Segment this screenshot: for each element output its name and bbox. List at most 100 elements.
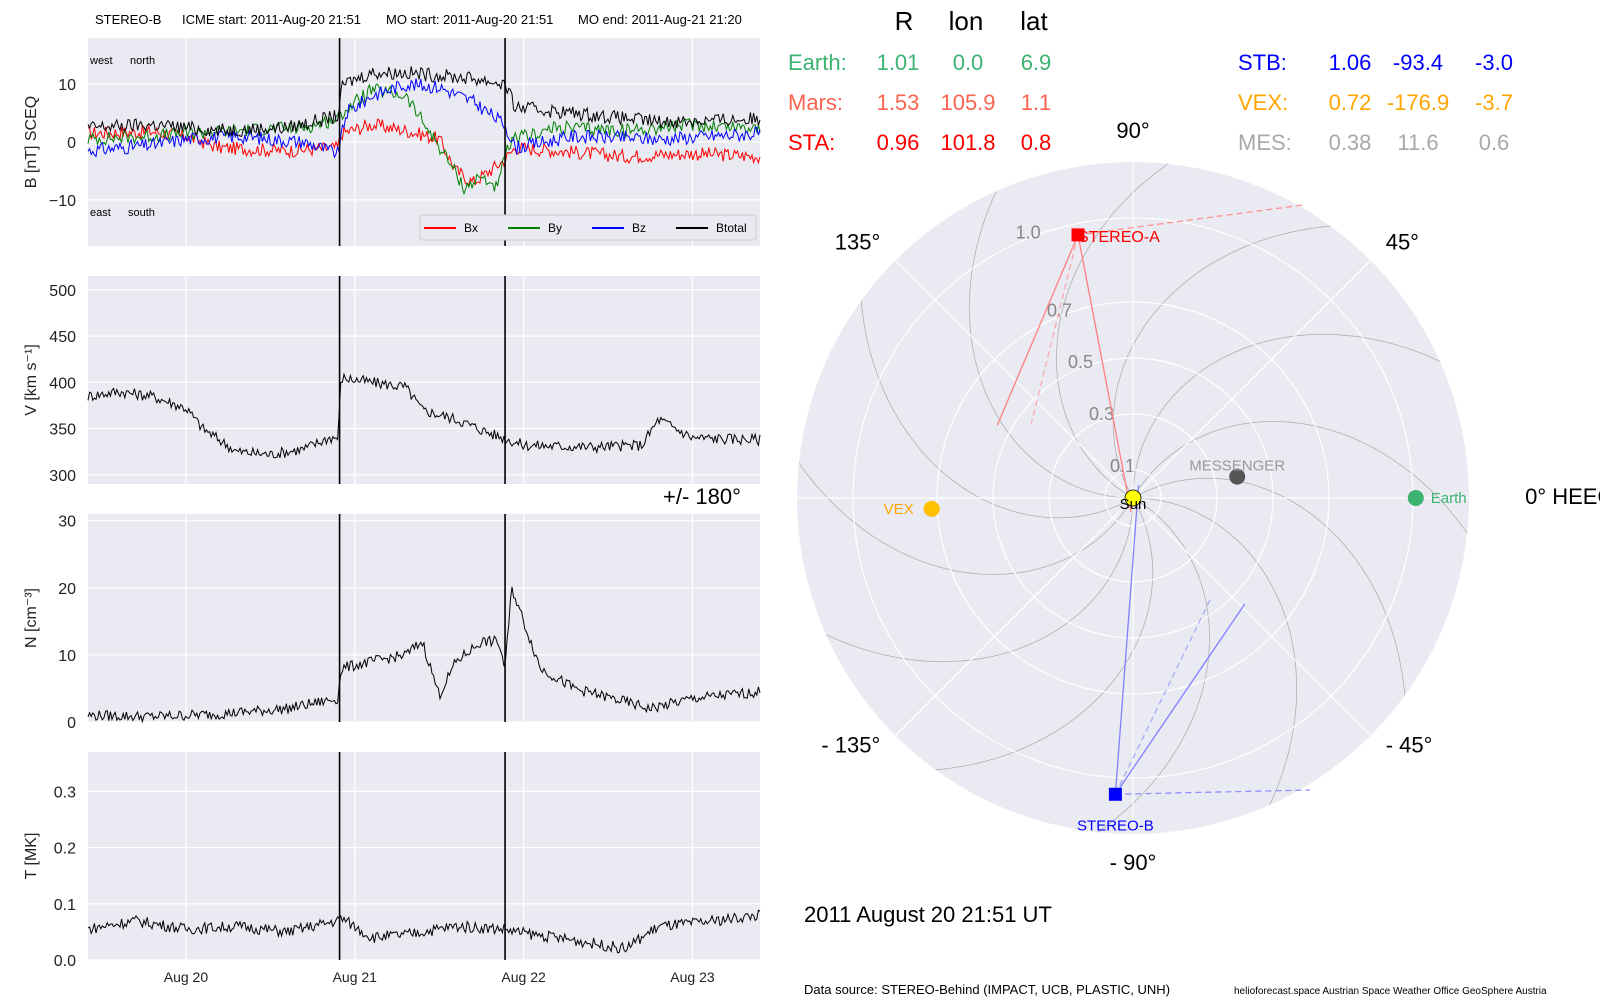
marker-stereo-b (1108, 787, 1122, 801)
angular-gridline (894, 497, 1134, 737)
fov-line-stereo-a-outer (1077, 204, 1304, 236)
corner-label-east: east (90, 207, 111, 219)
y-tick-label: 500 (49, 283, 76, 300)
table-cell-lon: 105.9 (940, 90, 995, 115)
x-tick-label: Aug 22 (501, 969, 546, 985)
table-label: STB: (1238, 50, 1287, 75)
angle-label: - 90° (1110, 850, 1157, 875)
corner-label-south: south (128, 207, 155, 219)
table-label: STA: (788, 130, 835, 155)
y-axis-label: N [cm⁻³] (23, 588, 40, 648)
footer-credits: helioforecast.space Austrian Space Weath… (1234, 986, 1547, 997)
fov-line-stereo-a (996, 234, 1079, 426)
angle-label: 90° (1116, 118, 1149, 143)
angle-label: - 45° (1386, 733, 1433, 758)
legend-box (419, 214, 757, 241)
table-cell-lat: -3.0 (1475, 50, 1513, 75)
point-label-stereo-b: STEREO-B (1077, 817, 1154, 834)
table-cell-lon: 0.0 (953, 50, 984, 75)
angular-gridline (1132, 497, 1372, 737)
panel-background (88, 514, 760, 722)
table-header-lat: lat (1020, 6, 1048, 36)
fov-line-stereo-a (1030, 234, 1079, 424)
y-tick-label: 0.0 (54, 953, 76, 970)
angle-label: +/- 180° (663, 484, 741, 509)
table-cell-lat: 1.1 (1021, 90, 1052, 115)
legend-label-Btotal: Btotal (716, 221, 747, 235)
table-cell-lon: -93.4 (1393, 50, 1443, 75)
point-label-stereo-a: STEREO-A (1078, 229, 1160, 246)
y-tick-label: 20 (58, 581, 76, 598)
y-tick-label: 450 (49, 329, 76, 346)
point-label-vex: VEX (884, 501, 914, 518)
y-tick-label: 30 (58, 514, 76, 531)
series-line-T (87, 909, 761, 954)
y-tick-label: 0.3 (54, 784, 76, 801)
parker-spiral-line (1056, 162, 1206, 499)
parker-spiral-line (1060, 497, 1210, 834)
point-label-messenger: MESSENGER (1189, 458, 1285, 475)
table-cell-r: 1.06 (1329, 50, 1372, 75)
x-tick-label: Aug 21 (333, 969, 378, 985)
y-tick-label: 350 (49, 422, 76, 439)
table-cell-lat: 6.9 (1021, 50, 1052, 75)
table-header-R: R (895, 6, 914, 36)
header-mo-start: MO start: 2011-Aug-20 21:51 (386, 12, 553, 27)
y-axis-label: T [MK] (23, 833, 40, 880)
angle-label: 135° (835, 229, 881, 254)
marker-messenger (1229, 468, 1246, 485)
table-label: Earth: (788, 50, 847, 75)
parker-spiral-line (797, 497, 1134, 663)
corner-label-west: west (89, 55, 113, 67)
series-line-V (87, 372, 761, 459)
table-cell-lat: 0.6 (1479, 130, 1510, 155)
panel-background (88, 276, 760, 484)
header-icme-start: ICME start: 2011-Aug-20 21:51 (182, 12, 361, 27)
angle-label: 0° HEEQ (1525, 484, 1600, 509)
fov-line-stereo-b (1114, 596, 1213, 795)
marker-stereo-a (1071, 228, 1085, 242)
panel-background (88, 752, 760, 960)
y-tick-label: 0 (67, 715, 76, 732)
point-label-earth: Earth (1431, 490, 1467, 507)
table-cell-lat: -3.7 (1475, 90, 1513, 115)
table-cell-lat: 0.8 (1021, 130, 1052, 155)
fov-line-stereo-b-outer (1115, 789, 1311, 795)
y-tick-label: 10 (58, 77, 76, 94)
legend-label-Bz: Bz (632, 221, 646, 235)
table-cell-r: 1.01 (877, 50, 920, 75)
parker-spiral-line (891, 497, 1154, 772)
marker-sun (1124, 489, 1142, 507)
y-axis-label: B [nT] SCEQ (23, 96, 40, 188)
series-line-Btotal (87, 66, 761, 138)
angle-label: 45° (1386, 229, 1419, 254)
parker-spiral-line (1132, 333, 1469, 499)
y-axis-label: V [km s⁻¹] (23, 344, 40, 416)
parker-spiral-line (1132, 497, 1298, 834)
y-tick-label: 0 (67, 135, 76, 152)
y-tick-label: −10 (49, 193, 76, 210)
parker-spiral-line (797, 425, 1134, 575)
polar-plot: 0.10.30.50.71.00° HEEQ45°90°135°+/- 180°… (663, 118, 1600, 875)
y-tick-label: 0.1 (54, 897, 76, 914)
legend-label-By: By (548, 221, 562, 235)
x-tick-label: Aug 23 (670, 969, 715, 985)
table-label: VEX: (1238, 90, 1288, 115)
table-cell-r: 1.53 (877, 90, 920, 115)
table-label: MES: (1238, 130, 1292, 155)
corner-label-north: north (130, 55, 155, 67)
parker-spiral-line (859, 256, 1134, 519)
y-tick-label: 300 (49, 468, 76, 485)
radial-tick-label: 1.0 (1016, 222, 1041, 242)
parker-spiral-line (1132, 477, 1407, 740)
series-line-N (87, 586, 761, 724)
panel-V: 500 450 400 350 300 V [km s⁻¹] (23, 276, 761, 485)
angular-gridline (1132, 259, 1372, 499)
parker-spiral-line (1132, 421, 1469, 571)
table-label: Mars: (788, 90, 843, 115)
panel-T: 0.3 0.2 0.1 0.0 T [MK] (23, 752, 761, 970)
header-mo-end: MO end: 2011-Aug-21 21:20 (578, 12, 742, 27)
table-cell-lon: 11.6 (1397, 130, 1438, 155)
